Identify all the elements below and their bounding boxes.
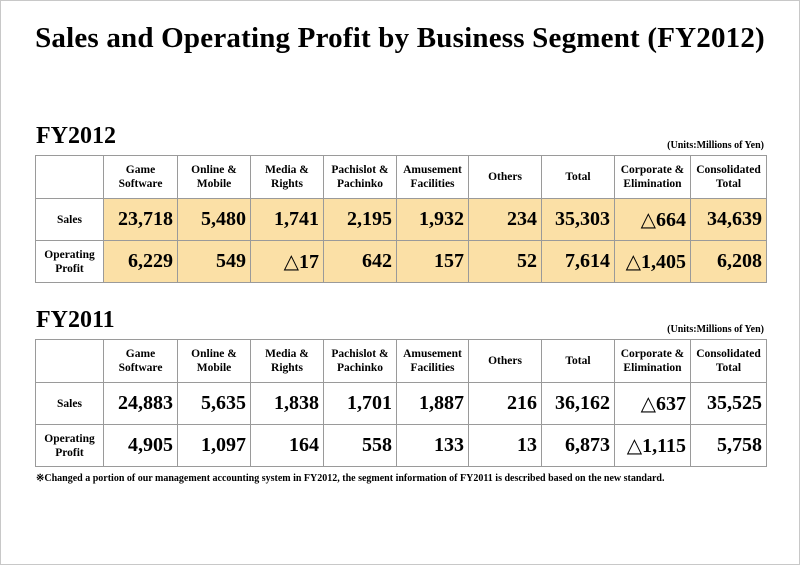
- row-label-operating-profit: Operating Profit: [35, 240, 104, 283]
- value-cell: △17: [250, 240, 324, 283]
- fy2011-heading: FY2011: [36, 307, 115, 333]
- fy2011-units: (Units:Millions of Yen): [667, 324, 764, 335]
- col-header: Online & Mobile: [177, 155, 251, 199]
- value-cell: 5,758: [690, 424, 767, 467]
- value-cell: 35,525: [690, 382, 767, 425]
- col-header: Others: [468, 339, 542, 383]
- fy2012-units: (Units:Millions of Yen): [667, 140, 764, 151]
- value-cell: 216: [468, 382, 542, 425]
- col-header: Amusement Facilities: [396, 339, 469, 383]
- header-row: Game Software Online & Mobile Media & Right…: [35, 155, 767, 199]
- col-header: Pachislot & Pachinko: [323, 339, 397, 383]
- value-cell: 13: [468, 424, 542, 467]
- value-cell: 549: [177, 240, 251, 283]
- value-cell: △664: [614, 198, 691, 241]
- col-header: Online & Mobile: [177, 339, 251, 383]
- value-cell: 6,873: [541, 424, 615, 467]
- value-cell: 34,639: [690, 198, 767, 241]
- row-label-sales: Sales: [35, 382, 104, 425]
- value-cell: △1,115: [614, 424, 691, 467]
- value-cell: 6,208: [690, 240, 767, 283]
- value-cell: 4,905: [103, 424, 178, 467]
- value-cell: △1,405: [614, 240, 691, 283]
- col-header: Consolidated Total: [690, 339, 767, 383]
- value-cell: 164: [250, 424, 324, 467]
- value-cell: 7,614: [541, 240, 615, 283]
- value-cell: 5,635: [177, 382, 251, 425]
- col-header: Game Software: [103, 155, 178, 199]
- footnote: ※Changed a portion of our management acc…: [36, 473, 665, 484]
- value-cell: 36,162: [541, 382, 615, 425]
- value-cell: 1,741: [250, 198, 324, 241]
- value-cell: 558: [323, 424, 397, 467]
- value-cell: 642: [323, 240, 397, 283]
- col-header: Media & Rights: [250, 155, 324, 199]
- col-header: Corporate & Elimination: [614, 339, 691, 383]
- row-label-sales: Sales: [35, 198, 104, 241]
- value-cell: △637: [614, 382, 691, 425]
- sales-row: Sales 23,718 5,480 1,741 2,195 1,932 234…: [35, 198, 767, 241]
- value-cell: 1,932: [396, 198, 469, 241]
- col-header: Others: [468, 155, 542, 199]
- value-cell: 35,303: [541, 198, 615, 241]
- col-header: Media & Rights: [250, 339, 324, 383]
- col-header: Total: [541, 155, 615, 199]
- operating-profit-row: Operating Profit 4,905 1,097 164 558 133 …: [35, 424, 767, 467]
- header-row: Game Software Online & Mobile Media & Right…: [35, 339, 767, 383]
- col-header: Game Software: [103, 339, 178, 383]
- value-cell: 157: [396, 240, 469, 283]
- row-label-operating-profit: Operating Profit: [35, 424, 104, 467]
- fy2012-heading: FY2012: [36, 123, 116, 149]
- value-cell: 24,883: [103, 382, 178, 425]
- value-cell: 5,480: [177, 198, 251, 241]
- fy2011-table: Game Software Online & Mobile Media & Right…: [35, 339, 767, 467]
- value-cell: 133: [396, 424, 469, 467]
- col-header: Consolidated Total: [690, 155, 767, 199]
- value-cell: 1,097: [177, 424, 251, 467]
- col-header: Amusement Facilities: [396, 155, 469, 199]
- value-cell: 1,701: [323, 382, 397, 425]
- col-header: Total: [541, 339, 615, 383]
- value-cell: 23,718: [103, 198, 178, 241]
- value-cell: 2,195: [323, 198, 397, 241]
- sales-row: Sales 24,883 5,635 1,838 1,701 1,887 216…: [35, 382, 767, 425]
- corner-cell: [35, 339, 104, 383]
- value-cell: 52: [468, 240, 542, 283]
- operating-profit-row: Operating Profit 6,229 549 △17 642 157 52…: [35, 240, 767, 283]
- col-header: Corporate & Elimination: [614, 155, 691, 199]
- value-cell: 1,887: [396, 382, 469, 425]
- col-header: Pachislot & Pachinko: [323, 155, 397, 199]
- corner-cell: [35, 155, 104, 199]
- fy2012-table: Game Software Online & Mobile Media & Right…: [35, 155, 767, 283]
- value-cell: 1,838: [250, 382, 324, 425]
- value-cell: 234: [468, 198, 542, 241]
- page-title: Sales and Operating Profit by Business S…: [35, 22, 765, 54]
- value-cell: 6,229: [103, 240, 178, 283]
